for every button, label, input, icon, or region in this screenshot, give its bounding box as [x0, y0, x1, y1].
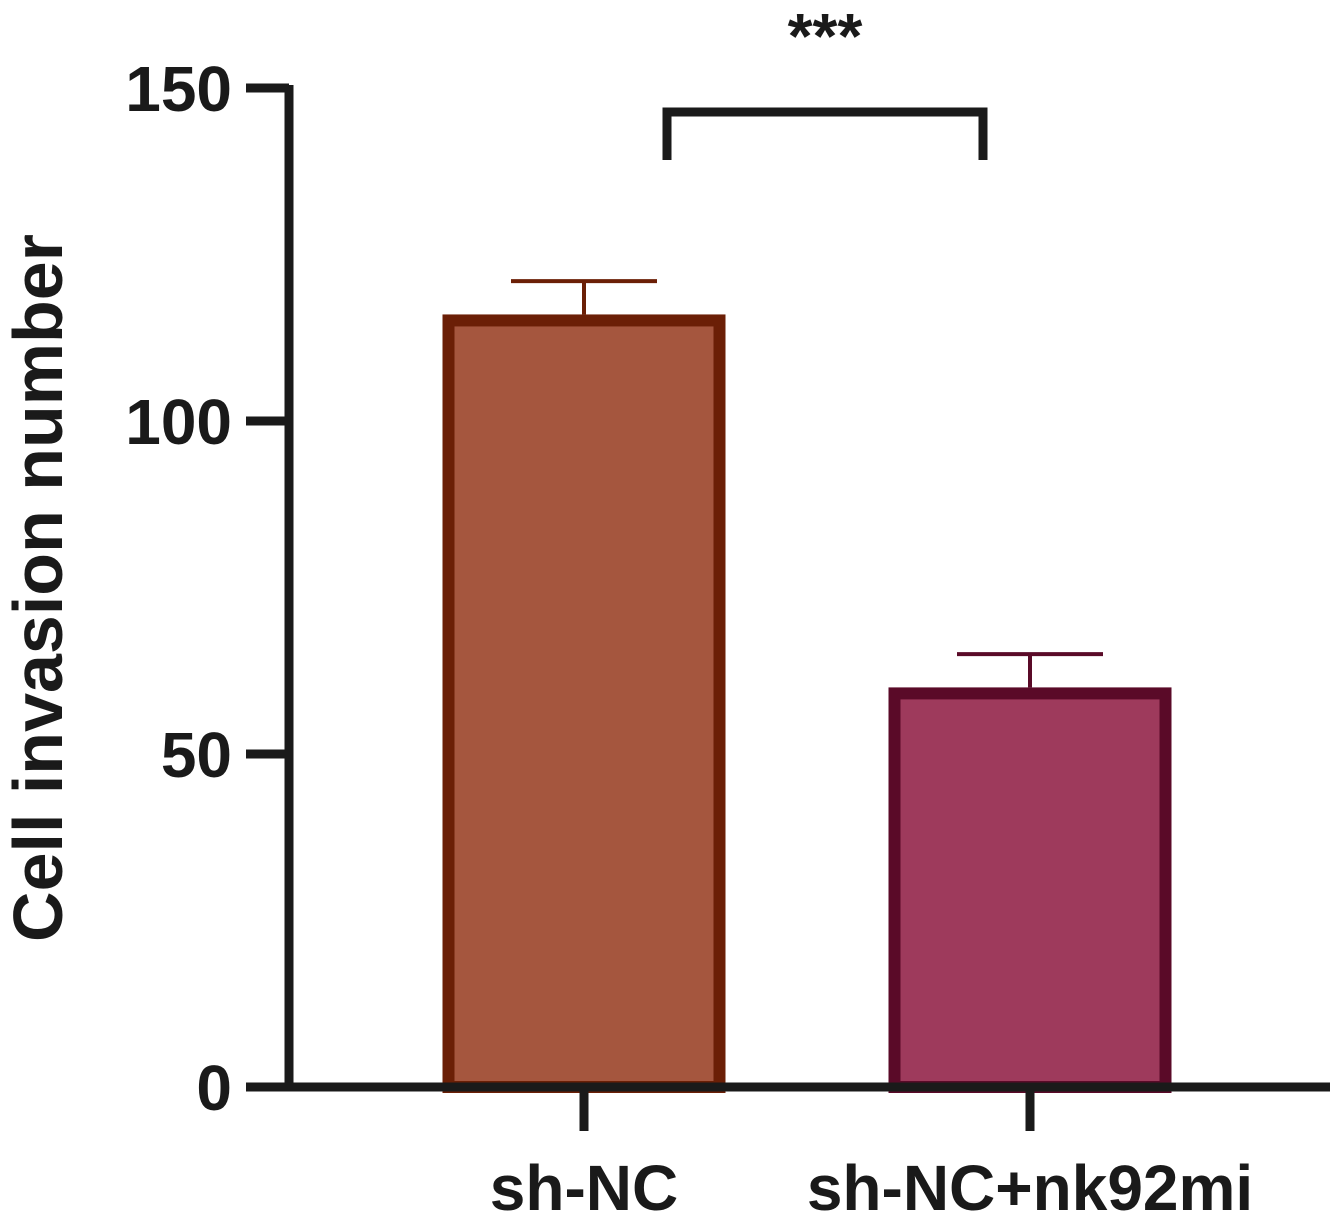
y-axis-title: Cell invasion number	[0, 234, 77, 942]
bars-layer	[442, 279, 1172, 1094]
bar-2	[888, 687, 1172, 1094]
y-tick-label-150: 150	[125, 53, 232, 125]
significance-bracket	[662, 107, 988, 160]
x-category-label-2: sh-NC+nk92mi	[807, 1152, 1253, 1215]
y-tick-label-0: 0	[196, 1052, 232, 1124]
bar-1	[442, 314, 726, 1093]
y-tick-label-50: 50	[161, 719, 232, 791]
axes-layer: 0 50 100 150 sh-NC sh-NC+nk92mi	[125, 53, 1330, 1215]
y-tick-label-100: 100	[125, 386, 232, 458]
x-category-label-1: sh-NC	[490, 1152, 678, 1215]
significance-layer: ***	[662, 0, 988, 160]
significance-label: ***	[788, 0, 863, 72]
